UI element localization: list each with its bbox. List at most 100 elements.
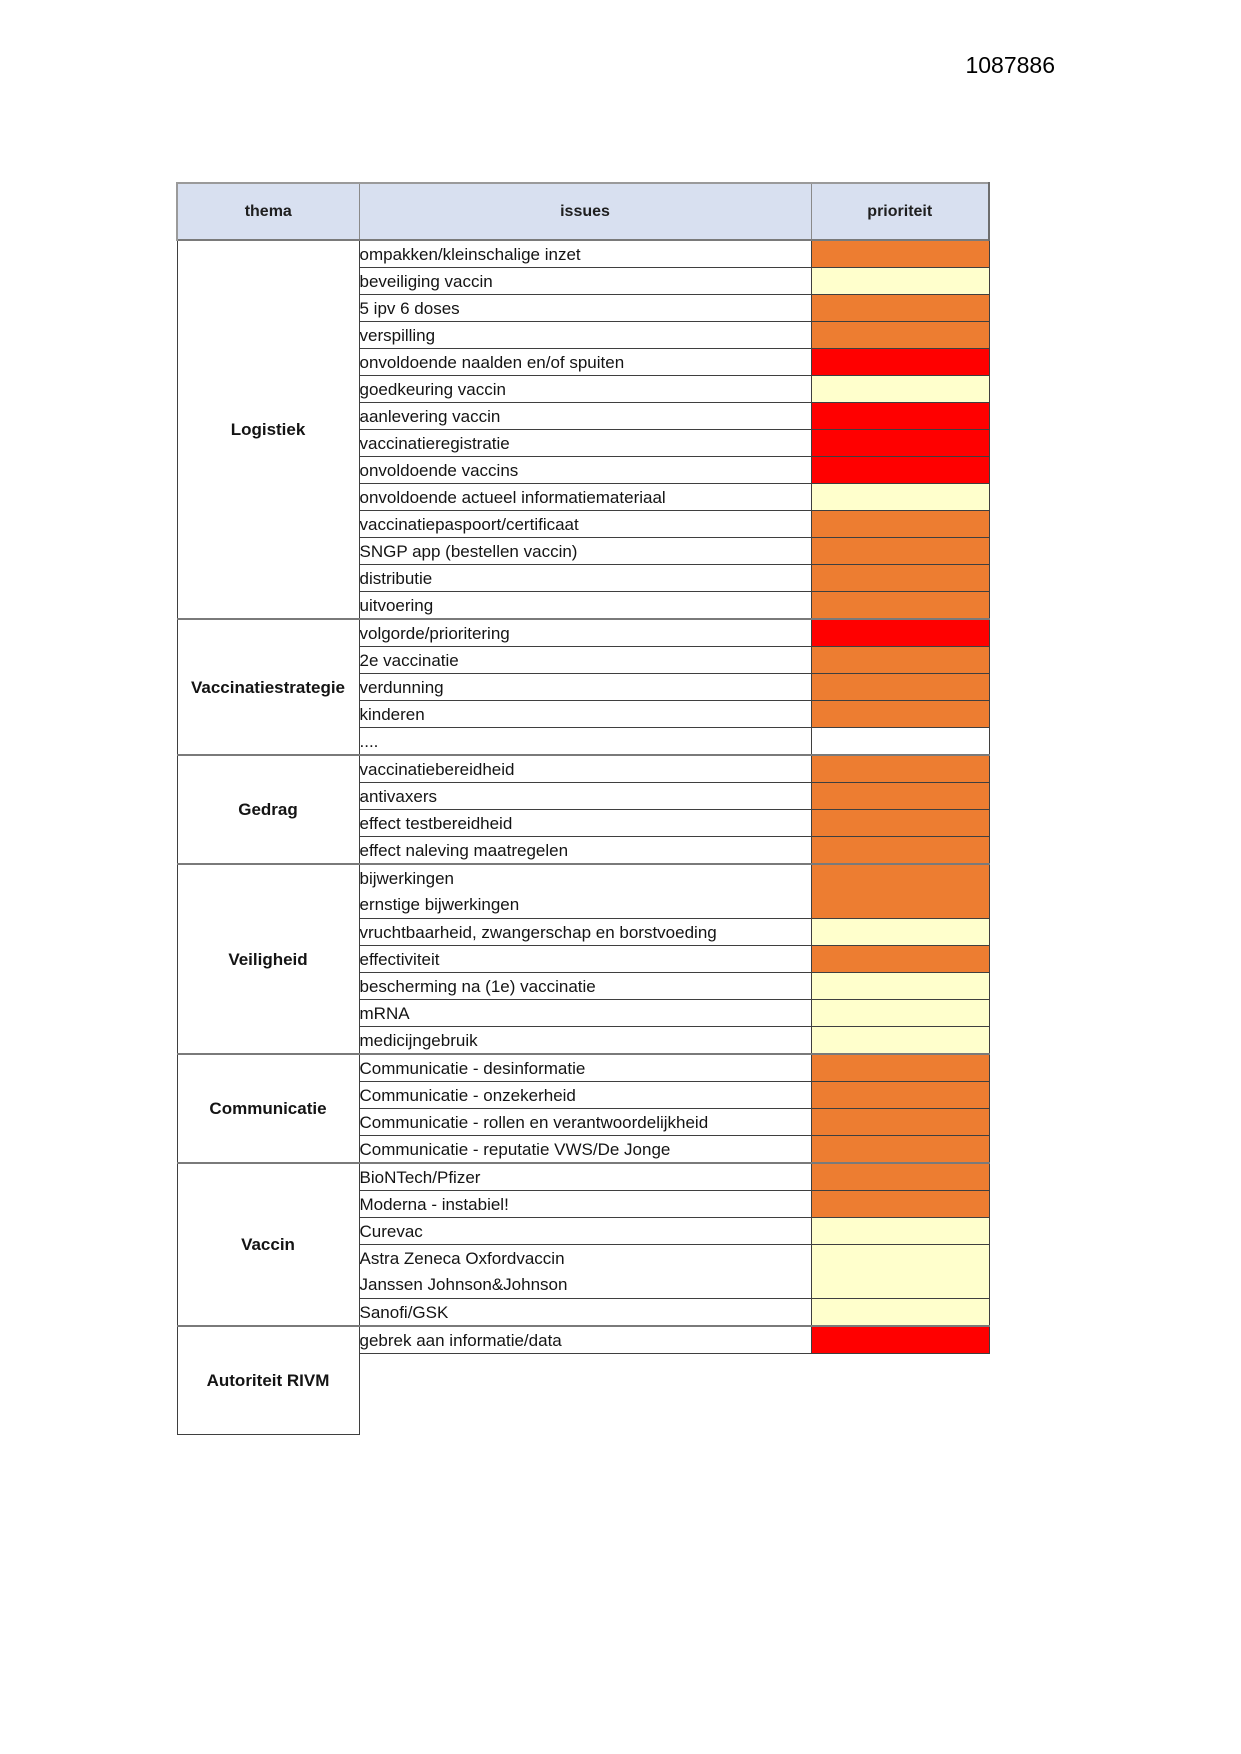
theme-cell: Gedrag	[176, 754, 360, 865]
priority-cell	[810, 321, 990, 349]
issue-cell: effectiviteit	[358, 945, 812, 973]
issue-cell: Astra Zeneca Oxfordvaccin Janssen Johnson…	[358, 1244, 812, 1299]
table-row: goedkeuring vaccin	[177, 375, 990, 403]
issue-cell: Communicatie - reputatie VWS/De Jonge	[358, 1135, 812, 1164]
priority-cell	[810, 700, 990, 728]
priority-cell	[810, 1244, 990, 1299]
table-row: ....	[177, 727, 990, 756]
priority-cell	[810, 1026, 990, 1055]
table-row: effectiviteit	[177, 945, 990, 973]
issue-cell: Sanofi/GSK	[358, 1298, 812, 1327]
priority-cell	[810, 537, 990, 565]
priority-cell	[810, 564, 990, 592]
priority-cell	[810, 1108, 990, 1136]
priority-cell	[810, 348, 990, 376]
priority-cell	[810, 727, 990, 756]
priority-cell	[810, 1081, 990, 1109]
priority-cell	[810, 429, 990, 457]
issue-cell: distributie	[358, 564, 812, 592]
issue-cell: mRNA	[358, 999, 812, 1027]
issue-cell: Communicatie - desinformatie	[358, 1053, 812, 1082]
theme-cell: Vaccinatiestrategie	[176, 618, 360, 756]
table-row: Communicatie Communicatie - desinformatie	[176, 1053, 990, 1164]
priority-cell	[810, 972, 990, 1000]
table-row: uitvoering	[177, 591, 990, 620]
table-row: mRNA	[177, 999, 990, 1027]
header-issues: issues	[358, 182, 812, 241]
table-row: Moderna - instabiel!	[177, 1190, 990, 1218]
issue-cell: ompakken/kleinschalige inzet	[358, 239, 812, 268]
priority-cell	[810, 1162, 990, 1191]
priority-cell	[810, 618, 990, 647]
table-row: vaccinatieregistratie	[177, 429, 990, 457]
theme-cell: Veiligheid	[176, 863, 360, 1055]
priority-cell	[810, 863, 990, 919]
priority-cell	[810, 510, 990, 538]
priority-cell	[810, 1325, 990, 1354]
issue-cell: medicijngebruik	[358, 1026, 812, 1055]
table-row: bescherming na (1e) vaccinatie	[177, 972, 990, 1000]
issue-cell: kinderen	[358, 700, 812, 728]
table-header: thema issues prioriteit	[176, 182, 990, 241]
table-row: Astra Zeneca Oxfordvaccin Janssen Johnson…	[177, 1244, 990, 1299]
priority-cell	[810, 267, 990, 295]
issue-cell: onvoldoende naalden en/of spuiten	[358, 348, 812, 376]
table-row: aanlevering vaccin	[177, 402, 990, 430]
issue-cell: effect naleving maatregelen	[358, 836, 812, 865]
priority-cell	[810, 945, 990, 973]
priority-cell	[810, 483, 990, 511]
priority-cell	[810, 1217, 990, 1245]
priority-cell	[810, 1135, 990, 1164]
table-row: Communicatie - rollen en verantwoordelij…	[177, 1108, 990, 1136]
priority-cell	[810, 918, 990, 946]
empty-issue-cell	[359, 1353, 811, 1434]
issue-cell: onvoldoende actueel informatiemateriaal	[358, 483, 812, 511]
priority-cell	[810, 836, 990, 865]
table-row: 5 ipv 6 doses	[177, 294, 990, 322]
priority-cell	[810, 1190, 990, 1218]
table-row: distributie	[177, 564, 990, 592]
issues-priority-table: thema issues prioriteit Logistiek ompakke…	[176, 182, 990, 1435]
issue-cell: Moderna - instabiel!	[358, 1190, 812, 1218]
table-row: effect naleving maatregelen	[177, 836, 990, 865]
table-row: onvoldoende vaccins	[177, 456, 990, 484]
issue-cell: goedkeuring vaccin	[358, 375, 812, 403]
issue-cell: 2e vaccinatie	[358, 646, 812, 674]
theme-cell: Communicatie	[176, 1053, 360, 1164]
priority-cell	[810, 673, 990, 701]
table-row: effect testbereidheid	[177, 809, 990, 837]
issue-line: bijwerkingen	[359, 868, 454, 888]
table-row: vaccinatiepaspoort/certificaat	[177, 510, 990, 538]
priority-cell	[810, 809, 990, 837]
issue-cell: ....	[358, 727, 812, 756]
issue-cell: 5 ipv 6 doses	[358, 294, 812, 322]
priority-cell	[810, 239, 990, 268]
priority-cell	[810, 999, 990, 1027]
priority-cell	[810, 402, 990, 430]
table-row: onvoldoende naalden en/of spuiten	[177, 348, 990, 376]
table-row: Gedrag vaccinatiebereidheid	[176, 754, 990, 865]
table-row: Logistiek ompakken/kleinschalige inzet	[176, 239, 990, 620]
issue-cell: SNGP app (bestellen vaccin)	[358, 537, 812, 565]
table-row: Autoriteit RIVM gebrek aan informatie/dat…	[176, 1325, 990, 1435]
issue-cell: gebrek aan informatie/data	[358, 1325, 812, 1354]
issue-cell: bescherming na (1e) vaccinatie	[358, 972, 812, 1000]
issue-cell: Curevac	[358, 1217, 812, 1245]
table-row: antivaxers	[177, 782, 990, 810]
priority-cell	[810, 646, 990, 674]
priority-cell	[810, 375, 990, 403]
table-row	[177, 1353, 989, 1434]
issue-cell: Communicatie - rollen en verantwoordelij…	[358, 1108, 812, 1136]
table-row: SNGP app (bestellen vaccin)	[177, 537, 990, 565]
table-row: Vaccin BioNTech/Pfizer	[176, 1162, 990, 1327]
priority-cell	[810, 754, 990, 783]
issue-cell: vaccinatiepaspoort/certificaat	[358, 510, 812, 538]
table-row: Vaccinatiestrategie volgorde/prioritering	[176, 618, 990, 756]
table-row: verspilling	[177, 321, 990, 349]
issue-cell: aanlevering vaccin	[358, 402, 812, 430]
priority-cell	[810, 1298, 990, 1327]
table-row: kinderen	[177, 700, 990, 728]
issue-cell: bijwerkingen ernstige bijwerkingen	[358, 863, 812, 919]
priority-cell	[810, 782, 990, 810]
